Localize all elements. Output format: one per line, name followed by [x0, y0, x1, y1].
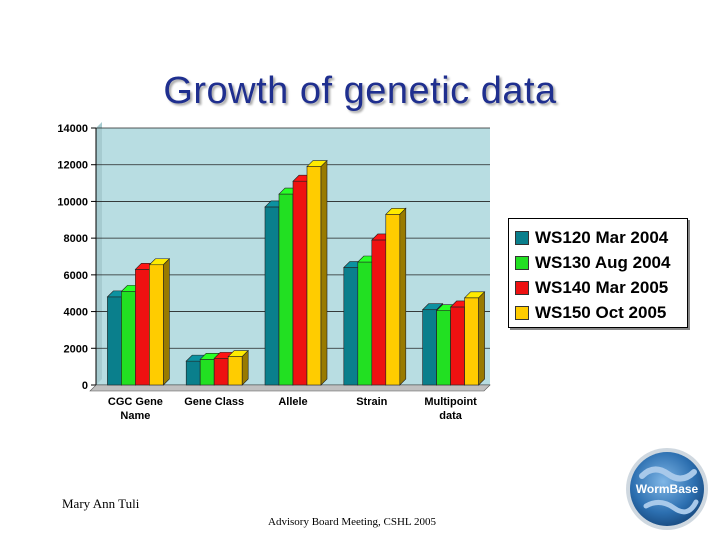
- logo-text: WormBase: [636, 482, 699, 496]
- legend-swatch: [515, 281, 529, 295]
- legend-swatch: [515, 306, 529, 320]
- legend-swatch: [515, 256, 529, 270]
- plot-side-wall: [96, 122, 102, 385]
- bar: [227, 356, 243, 386]
- legend-item: WS130 Aug 2004: [515, 252, 670, 274]
- legend-item: WS140 Mar 2005: [515, 277, 668, 299]
- y-tick-label: 8000: [64, 233, 88, 245]
- category-label: CGC Gene Name: [108, 396, 163, 422]
- category-label: Strain: [356, 396, 387, 408]
- y-tick-label: 6000: [64, 270, 88, 282]
- bar: [121, 291, 136, 386]
- bar: [199, 358, 215, 386]
- y-tick-label: 12000: [57, 160, 88, 172]
- legend-swatch: [515, 231, 529, 245]
- plot-floor: [89, 384, 491, 392]
- bar: [357, 261, 373, 386]
- bar: [385, 213, 401, 386]
- bar: [185, 360, 201, 386]
- bar: [436, 310, 451, 386]
- floor-platform: [89, 384, 491, 392]
- bar: [149, 264, 164, 386]
- bar: [422, 309, 437, 386]
- legend-item: WS150 Oct 2005: [515, 302, 666, 324]
- category-label: Multipoint data: [424, 396, 477, 422]
- bar: [135, 269, 150, 386]
- bar: [213, 358, 229, 386]
- slide-title: Growth of genetic data: [163, 70, 557, 112]
- wormbase-logo: WormBase: [626, 448, 708, 530]
- bar: [464, 297, 479, 386]
- bar-side: [163, 258, 170, 386]
- bar: [264, 206, 280, 386]
- y-tick-label: 4000: [64, 307, 88, 319]
- y-tick-label: 0: [82, 380, 88, 392]
- legend: WS120 Mar 2004 WS130 Aug 2004 WS140 Mar 20…: [508, 218, 688, 328]
- legend-item: WS120 Mar 2004: [515, 227, 668, 249]
- event-text: Advisory Board Meeting, CSHL 2005: [268, 516, 436, 528]
- legend-label: WS120 Mar 2004: [535, 228, 669, 247]
- y-tick-label: 14000: [57, 123, 88, 135]
- legend-label: WS130 Aug 2004: [535, 253, 671, 272]
- bar: [278, 193, 294, 386]
- bar-side: [320, 159, 328, 386]
- category-labels: CGC Gene Name Gene Class Allele Strain Multip…: [108, 396, 477, 422]
- bar: [343, 267, 359, 386]
- bar: [371, 239, 387, 386]
- y-axis-ticks: 0 2000 4000 6000 8000 10000 12000 14000: [57, 123, 97, 392]
- bar-side: [478, 291, 485, 386]
- bar-side: [399, 207, 407, 386]
- legend-label: WS140 Mar 2005: [535, 278, 669, 297]
- author-text: Mary Ann Tuli: [62, 496, 140, 511]
- y-tick-label: 2000: [64, 343, 88, 355]
- bar: [107, 296, 122, 386]
- y-tick-label: 10000: [57, 196, 88, 208]
- legend-label: WS150 Oct 2005: [535, 303, 667, 322]
- category-label: Gene Class: [184, 396, 244, 408]
- category-label: Allele: [278, 396, 307, 408]
- bars: [106, 159, 486, 386]
- bar: [292, 180, 308, 386]
- bar: [450, 306, 465, 386]
- bar: [306, 166, 322, 386]
- bar-side: [241, 349, 249, 386]
